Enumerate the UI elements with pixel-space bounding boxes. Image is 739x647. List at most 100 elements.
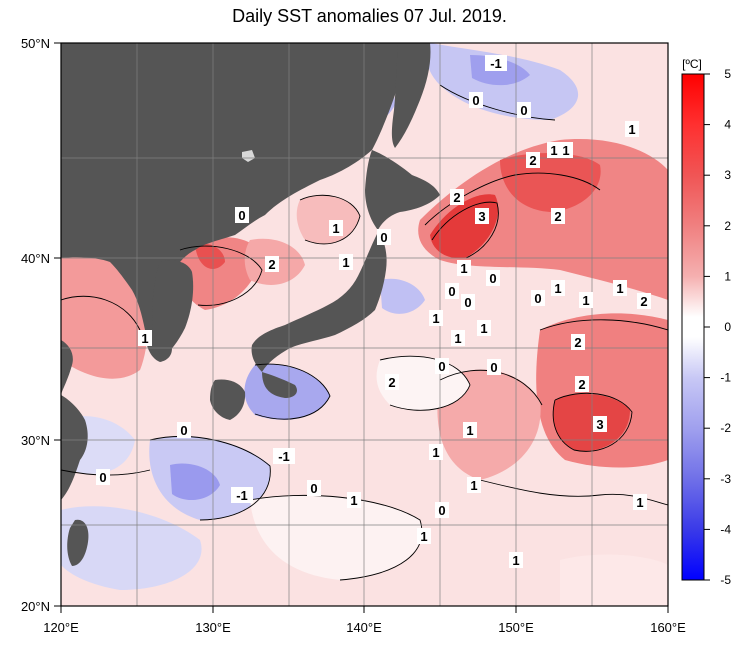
contour-label-bg [435, 358, 449, 374]
contour-label: -1 [490, 56, 502, 71]
contour-label: 1 [420, 529, 427, 544]
contour-line [61, 469, 151, 476]
contour-label-bg [547, 142, 561, 158]
contour-label: 0 [534, 291, 541, 306]
contour-label-bg [467, 477, 481, 493]
contour-label-bg [551, 208, 565, 224]
contour-label: 1 [550, 143, 557, 158]
colorbar: [ºC] 5 4 3 2 1 0 -1 -2 -3 -4 -5 [681, 57, 731, 587]
lon-label: 130°E [195, 620, 231, 635]
warm-region-japan-sea [296, 195, 360, 244]
contour-label: 0 [472, 93, 479, 108]
contour-line [424, 172, 601, 226]
contour-label-bg [265, 256, 279, 272]
contour-label: 1 [628, 122, 635, 137]
contour-label: 1 [636, 495, 643, 510]
colorbar-tick-label: -3 [720, 472, 731, 486]
contour-label: -1 [236, 488, 248, 503]
hokkaido [365, 150, 440, 230]
contour-label-bg [377, 229, 391, 245]
colorbar-tick-label: -2 [720, 421, 731, 435]
contour-label: 1 [332, 221, 339, 236]
contour-label-bg [429, 444, 443, 460]
contour-label-bg [231, 487, 253, 503]
contour-label: 1 [512, 553, 519, 568]
land-masses [61, 43, 440, 566]
colorbar-gradient [681, 73, 705, 581]
contour-label-bg [138, 330, 152, 346]
contour-label: 2 [453, 190, 460, 205]
contour-line [539, 319, 668, 331]
contour-label-bg [579, 292, 593, 308]
map-title: Daily SST anomalies 07 Jul. 2019. [232, 6, 507, 26]
contour-label-bg [509, 552, 523, 568]
colorbar-tick-label: -1 [720, 371, 731, 385]
contour-label: 0 [99, 470, 106, 485]
contour-label-bg [96, 469, 110, 485]
contour-line [379, 355, 471, 411]
contour-lines [61, 84, 668, 581]
contour-label: 2 [554, 209, 561, 224]
colorbar-tick-label: 1 [724, 269, 731, 283]
contour-label-bg [339, 254, 353, 270]
contour-label-bg [487, 359, 501, 375]
contour-label: 1 [466, 423, 473, 438]
lat-label: 20°N [21, 599, 50, 614]
contour-label-bg [450, 189, 464, 205]
contour-line [254, 363, 331, 420]
neutral-patch-south [250, 495, 422, 580]
contour-label-bg [575, 376, 589, 392]
contour-label: 3 [478, 209, 485, 224]
neutral-patch-southeast [560, 554, 668, 606]
contour-label: 2 [578, 377, 585, 392]
warm-core-northeast [500, 153, 601, 212]
contour-label-bg [593, 416, 607, 432]
contour-line [439, 84, 556, 121]
contour-label-bg [633, 494, 647, 510]
lon-label: 150°E [498, 620, 534, 635]
lat-label: 40°N [21, 251, 50, 266]
neutral-regions [250, 356, 668, 606]
longitude-labels: 120°E 130°E 140°E 150°E 160°E [43, 620, 686, 635]
contour-label: 0 [238, 208, 245, 223]
colorbar-tick-label: -4 [720, 522, 731, 536]
contour-line [249, 494, 423, 581]
contour-label-bg [445, 283, 459, 299]
contour-label: 1 [480, 321, 487, 336]
contour-label: 1 [432, 311, 439, 326]
contour-label: 2 [388, 375, 395, 390]
contour-label: 0 [490, 360, 497, 375]
colorbar-tick-label: 0 [724, 320, 731, 334]
contour-label-bg [307, 480, 321, 496]
warm-region-yellow-sea [61, 253, 148, 379]
contour-label: 0 [310, 481, 317, 496]
contour-line [299, 194, 361, 245]
contour-label: 3 [596, 417, 603, 432]
contour-label-bg [469, 92, 483, 108]
contour-line [479, 479, 668, 506]
latitude-labels: 50°N 40°N 30°N 20°N [21, 36, 50, 614]
lon-label: 140°E [346, 620, 382, 635]
china-south-coast [61, 395, 88, 500]
kyushu-island [210, 379, 246, 420]
contour-label-bg [451, 330, 465, 346]
contour-label-bg [531, 290, 545, 306]
contour-label: 1 [454, 331, 461, 346]
lat-label: 50°N [21, 36, 50, 51]
contour-label-bg [526, 152, 540, 168]
contour-label: 0 [438, 503, 445, 518]
contour-label: 0 [380, 230, 387, 245]
contour-label-bg [429, 310, 443, 326]
axis-ticks [54, 42, 669, 613]
cool-region-boso [380, 278, 425, 314]
contour-label: 0 [448, 284, 455, 299]
contour-label: -1 [278, 449, 290, 464]
contour-label: 2 [574, 335, 581, 350]
contour-label: 1 [562, 143, 569, 158]
contour-label: 1 [582, 293, 589, 308]
contour-label-bg [485, 55, 507, 71]
contour-label: 1 [141, 331, 148, 346]
